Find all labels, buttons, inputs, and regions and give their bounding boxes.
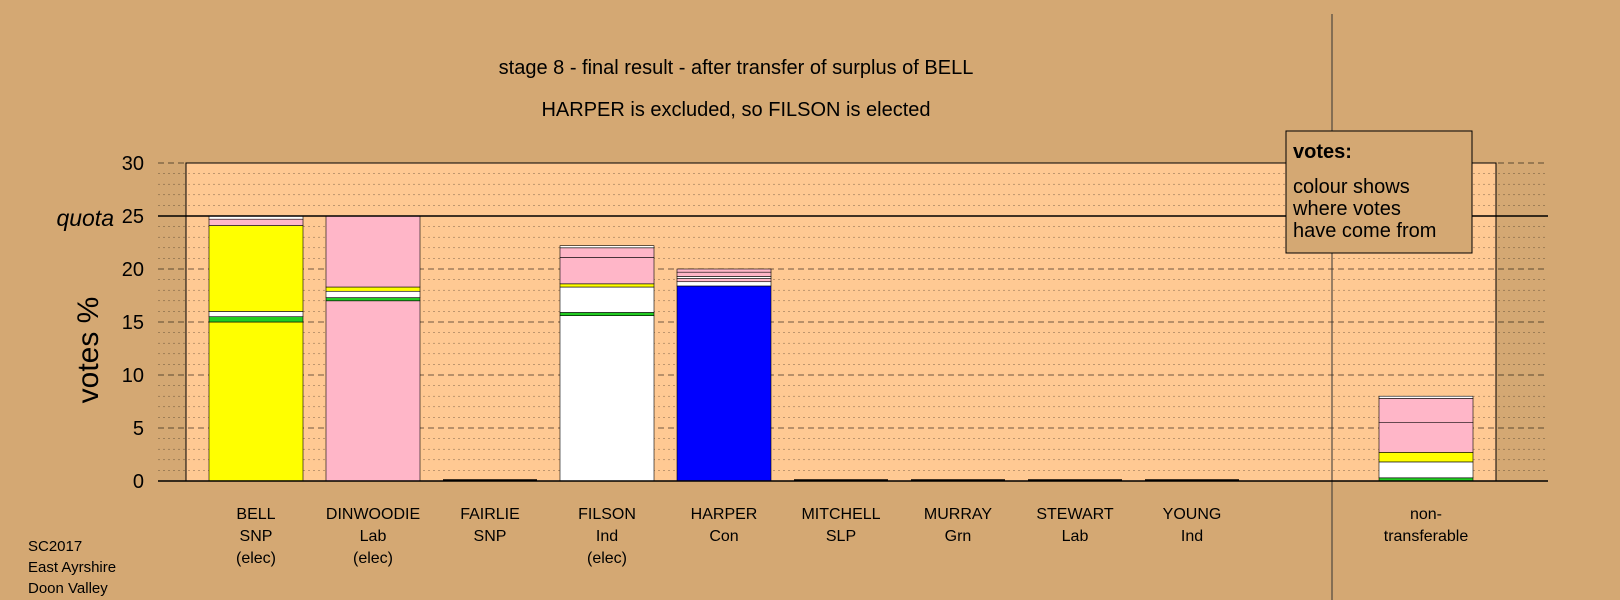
bar-segment	[559, 312, 655, 316]
bar-segment	[325, 297, 421, 302]
legend: votes: colour shows where votes have com…	[1285, 130, 1473, 254]
bar-dinwoodie	[325, 215, 421, 482]
bar-segment	[676, 281, 772, 287]
bar-segment	[208, 311, 304, 317]
legend-title: votes:	[1293, 141, 1352, 163]
candidate-bell-label-line: SNP	[240, 528, 273, 545]
bar-segment	[676, 271, 772, 277]
bar-non-transferable	[1378, 395, 1474, 482]
legend-text-line-1: colour shows	[1293, 176, 1410, 198]
legend-box	[1285, 130, 1473, 254]
bar-segment	[559, 257, 655, 285]
candidate-mitchell-label-line: MITCHELL	[801, 506, 880, 523]
candidate-fairlie-label-line: SNP	[474, 528, 507, 545]
bar-segment	[1378, 461, 1474, 479]
y-tick-label: 30	[122, 153, 144, 175]
bar-segment	[1378, 398, 1474, 424]
bar-segment	[676, 278, 772, 283]
footer-ward: Doon Valley	[28, 580, 108, 597]
bar-segment	[676, 276, 772, 279]
bar-segment	[325, 215, 421, 288]
bar-segment	[676, 268, 772, 273]
bar-filson	[559, 245, 655, 482]
bar-segment	[325, 286, 421, 292]
candidate-harper-label-line: HARPER	[691, 506, 758, 523]
candidate-stewart-label-line: STEWART	[1036, 506, 1114, 523]
bar-segment	[1378, 422, 1474, 453]
candidate-young-label-line: YOUNG	[1163, 506, 1222, 523]
bar-segment	[208, 218, 304, 226]
x-axis-labels: BELL SNP (elec) DINWOODIE Lab (elec) FAIRLIE SN…	[236, 506, 1468, 567]
bar-segment	[559, 315, 655, 482]
candidate-murray-label-line: Grn	[945, 528, 972, 545]
bar-segment	[208, 225, 304, 312]
y-tick-label: 0	[133, 471, 144, 493]
bar-segment	[1378, 395, 1474, 399]
candidate-harper-label-line: Con	[709, 528, 738, 545]
bar-segment	[559, 283, 655, 288]
candidate-bell-label-line: BELL	[236, 506, 275, 523]
y-axis: 0 5 10 15 20 25 30	[122, 153, 144, 493]
quota-label: quota	[56, 205, 114, 231]
candidate-stewart-label-line: Lab	[1062, 528, 1089, 545]
candidate-mitchell-label-line: SLP	[826, 528, 856, 545]
y-tick-label: 20	[122, 259, 144, 281]
y-tick-label: 25	[122, 206, 144, 228]
non-transferable-label-line: non-	[1410, 506, 1442, 523]
chart-title: stage 8 - final result - after transfer …	[499, 57, 974, 79]
candidate-filson-label-line: (elec)	[587, 550, 627, 567]
bar-segment	[559, 247, 655, 258]
bar-segment	[559, 245, 655, 249]
bar-segment	[325, 300, 421, 482]
bar-harper	[676, 268, 772, 482]
footer-info: SC2017 East Ayrshire Doon Valley	[28, 536, 116, 599]
footer-election: SC2017	[28, 538, 83, 555]
candidate-dinwoodie-label-line: (elec)	[353, 550, 393, 567]
candidate-young-label-line: Ind	[1181, 528, 1203, 545]
candidate-filson-label-line: Ind	[596, 528, 618, 545]
non-transferable-label-line: transferable	[1384, 528, 1469, 545]
legend-text-line-2: where votes	[1292, 198, 1401, 220]
candidate-bell-label-line: (elec)	[236, 550, 276, 567]
y-tick-label: 5	[133, 418, 144, 440]
bar-segment	[559, 286, 655, 313]
chart-subtitle: HARPER is excluded, so FILSON is elected	[541, 99, 930, 121]
bar-segment	[676, 285, 772, 482]
bar-segment	[208, 321, 304, 482]
candidate-dinwoodie-label-line: Lab	[360, 528, 387, 545]
candidate-murray-label-line: MURRAY	[924, 506, 992, 523]
candidate-dinwoodie-label-line: DINWOODIE	[326, 506, 420, 523]
y-tick-label: 10	[122, 365, 144, 387]
bar-segment	[208, 316, 304, 323]
bars	[208, 215, 1474, 482]
y-axis-label: votes %	[72, 297, 105, 404]
candidate-fairlie-label-line: FAIRLIE	[460, 506, 520, 523]
candidate-filson-label-line: FILSON	[578, 506, 636, 523]
bar-segment	[325, 290, 421, 298]
legend-text-line-3: have come from	[1293, 220, 1436, 242]
bar-segment	[1378, 452, 1474, 463]
bar-bell	[208, 215, 304, 482]
y-tick-label: 15	[122, 312, 144, 334]
footer-council: East Ayrshire	[28, 559, 117, 576]
